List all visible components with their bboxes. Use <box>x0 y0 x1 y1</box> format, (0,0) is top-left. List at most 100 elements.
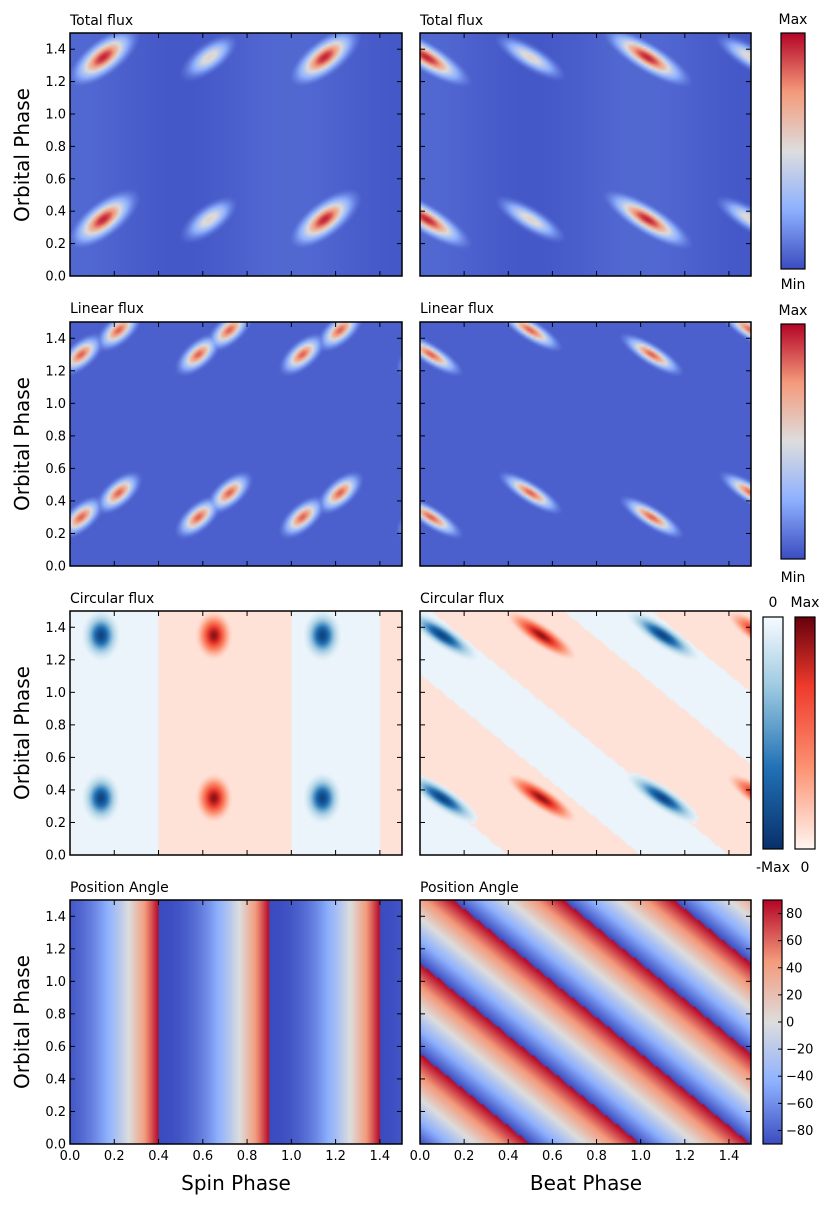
colorbar-max-label: Max <box>779 12 808 28</box>
heatmap-image <box>70 33 402 276</box>
x-tick-label: 1.4 <box>719 1149 740 1164</box>
colorbar-total: Max Min <box>779 12 808 293</box>
panel-title: Position Angle <box>70 880 169 896</box>
colorbar-gradient <box>780 32 806 270</box>
panel-pa-beat: Position Angle 0.0 0.2 0.4 0.6 0.8 1.0 1.2 1.4 <box>410 880 752 1164</box>
x-tick-label: 0.4 <box>498 1149 519 1164</box>
y-tick-label: 1.0 <box>45 975 66 990</box>
y-axis-label: Orbital Phase <box>10 955 34 1089</box>
colorbar-tick-label: 20 <box>786 988 803 1003</box>
colorbar-min-label: Min <box>781 277 806 293</box>
colorbar-pa: 80 60 40 20 0 −20 −40 −60 −80 <box>762 899 813 1145</box>
plot-frame <box>69 32 403 277</box>
y-tick-label: 1.4 <box>45 332 66 347</box>
y-tick-label: 0.2 <box>45 1105 66 1120</box>
x-tick-label: 1.0 <box>630 1149 651 1164</box>
y-tick-label: 1.0 <box>45 397 66 412</box>
plot-frame <box>419 321 752 567</box>
panel-linear-beat: Linear flux <box>419 301 752 567</box>
panel-pa-spin: Position Angle 0.00.20.40.60.81.01.21.40… <box>45 880 403 1164</box>
y-tick-label: 1.2 <box>45 942 66 957</box>
tick-marks: 0.0 0.2 0.4 0.6 0.8 1.0 1.2 1.4 <box>45 611 402 864</box>
x-tick-label: 0.0 <box>410 1149 431 1164</box>
panel-circular-beat: Circular flux <box>419 591 752 856</box>
x-tick-label: 0.4 <box>148 1149 169 1164</box>
colorbar-gradient <box>794 616 816 850</box>
x-tick-label: 0.0 <box>60 1149 81 1164</box>
y-tick-label: 1.4 <box>45 910 66 925</box>
y-tick-label: 0.2 <box>45 816 66 831</box>
y-tick-label: 0.4 <box>45 783 66 798</box>
panel-title: Position Angle <box>420 880 519 896</box>
y-axis-label: Orbital Phase <box>10 88 34 222</box>
panel-title: Circular flux <box>70 591 154 607</box>
panel-title: Circular flux <box>420 591 504 607</box>
colorbar-min-label: Min <box>781 570 806 586</box>
colorbar-zero-label: 0 <box>801 860 810 876</box>
x-tick-label: 0.8 <box>586 1149 607 1164</box>
colorbar-tick-label: −40 <box>786 1070 813 1085</box>
y-tick-label: 0.2 <box>45 527 66 542</box>
colorbar-gradient <box>780 323 806 560</box>
heatmap-image <box>420 900 751 1144</box>
colorbar-linear: Max Min <box>779 303 808 586</box>
x-tick-label: 1.0 <box>281 1149 302 1164</box>
x-tick-label: 0.8 <box>237 1149 258 1164</box>
y-tick-label: 0.0 <box>45 1138 66 1153</box>
x-tick-label: 0.2 <box>104 1149 125 1164</box>
y-axis-label: Orbital Phase <box>10 666 34 800</box>
heatmap-image <box>420 611 751 855</box>
panel-linear-spin: Linear flux 0.0 0.2 0.4 0.6 0.8 1.0 1.2 1.4 <box>45 301 403 575</box>
y-tick-label: 0.4 <box>45 494 66 509</box>
heatmap-image <box>70 322 402 566</box>
colorbar-tick-label: −80 <box>786 1124 813 1139</box>
y-tick-label: 0.2 <box>45 237 66 252</box>
x-axis-label-beat: Beat Phase <box>530 1171 642 1195</box>
y-tick-label: 0.0 <box>45 270 66 285</box>
colorbar-tick-label: 0 <box>786 1016 794 1031</box>
y-tick-label: 1.4 <box>45 621 66 636</box>
tick-marks: 0.0 0.2 0.4 0.6 0.8 1.0 1.2 1.4 <box>45 33 402 285</box>
panel-total-beat: Total flux <box>419 13 752 277</box>
heatmap-image <box>420 33 751 276</box>
x-tick-label: 0.6 <box>192 1149 213 1164</box>
x-tick-label: 0.2 <box>454 1149 475 1164</box>
panel-title: Linear flux <box>420 301 494 317</box>
x-tick-label: 1.2 <box>674 1149 695 1164</box>
plot-frame <box>69 899 403 1145</box>
y-tick-label: 0.4 <box>45 205 66 220</box>
y-tick-label: 1.0 <box>45 108 66 123</box>
y-tick-label: 1.4 <box>45 43 66 58</box>
tick-marks: 0.0 0.2 0.4 0.6 0.8 1.0 1.2 1.4 <box>45 322 402 575</box>
colorbar-tick-label: −20 <box>786 1043 813 1058</box>
panel-title: Linear flux <box>70 301 144 317</box>
y-tick-label: 0.8 <box>45 1007 66 1022</box>
plot-frame <box>69 610 403 856</box>
y-tick-label: 1.2 <box>45 653 66 668</box>
heatmap-image <box>420 322 751 566</box>
y-tick-label: 0.4 <box>45 1072 66 1087</box>
colorbar-tick-label: −60 <box>786 1097 813 1112</box>
y-tick-label: 0.6 <box>45 1040 66 1055</box>
tick-marks: 0.0 0.2 0.4 0.6 0.8 1.0 1.2 1.4 0.0 0.2 0.4 0.6 0.8 1… <box>45 900 402 1164</box>
y-tick-label: 1.0 <box>45 686 66 701</box>
colorbar-zero-label: 0 <box>769 595 778 611</box>
heatmap-image <box>70 900 402 1144</box>
y-tick-label: 0.8 <box>45 429 66 444</box>
colorbar-tick-label: 80 <box>786 907 803 922</box>
plot-frame <box>419 32 752 277</box>
y-tick-label: 0.8 <box>45 718 66 733</box>
plot-frame <box>419 899 752 1145</box>
panel-circular-spin: Circular flux 0.0 0.2 0.4 0.6 0.8 1.0 1.2 1.4 <box>45 591 403 864</box>
x-axis-label-spin: Spin Phase <box>181 1171 291 1195</box>
x-tick-label: 0.6 <box>542 1149 563 1164</box>
colorbar-negmax-label: -Max <box>756 860 790 876</box>
plot-frame <box>69 321 403 567</box>
y-tick-label: 0.0 <box>45 560 66 575</box>
y-tick-label: 0.0 <box>45 849 66 864</box>
colorbar-max-label: Max <box>791 595 820 611</box>
y-tick-label: 0.8 <box>45 140 66 155</box>
colorbar-tick-label: 40 <box>786 961 803 976</box>
y-tick-label: 0.6 <box>45 462 66 477</box>
y-axis-label: Orbital Phase <box>10 377 34 511</box>
